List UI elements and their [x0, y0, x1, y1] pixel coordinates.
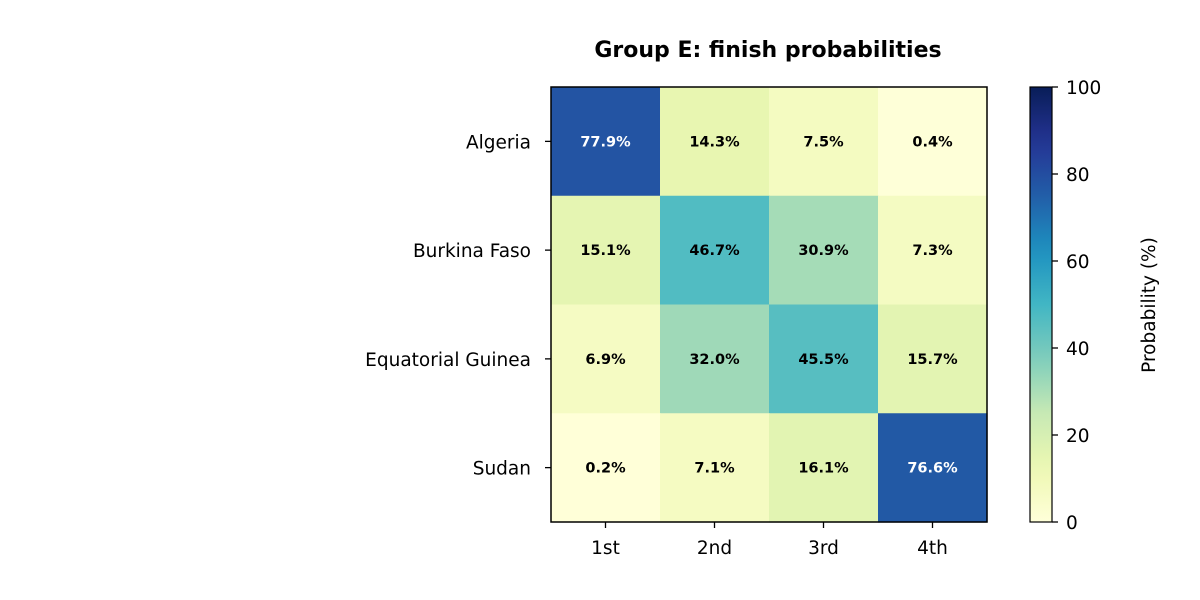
row-tick-label: Sudan [473, 459, 531, 480]
heatmap-cell [769, 87, 879, 197]
cell-value-label: 6.9% [585, 352, 626, 368]
cell-value-label: 7.3% [912, 243, 953, 259]
heatmap-cell [878, 87, 988, 197]
heatmap-cell [660, 87, 770, 197]
heatmap-cell [769, 195, 879, 306]
colorbar [1029, 86, 1053, 523]
column-tick-label: 4th [917, 538, 948, 559]
cell-value-label: 16.1% [798, 461, 849, 477]
column-tick-label: 3rd [808, 538, 839, 559]
heatmap-cell [769, 304, 879, 414]
heatmap-cell [551, 87, 661, 197]
heatmap-cell [769, 413, 879, 523]
heatmap-cell [660, 304, 770, 414]
colorbar-tick-label: 20 [1066, 426, 1090, 447]
chart-title: Group E: finish probabilities [594, 38, 941, 63]
heatmap-cell [551, 304, 661, 414]
heatmap-cells: 77.9% 14.3% 7.5% 0.4% 15.1% 46.7% 30.9% 7.3% 6.9… [551, 87, 988, 523]
plot-frame [550, 86, 988, 523]
heatmap-cell [878, 304, 988, 414]
colorbar-tick-label: 60 [1066, 252, 1090, 273]
heatmap-cell [551, 195, 661, 306]
colorbar-tick-label: 80 [1066, 165, 1090, 186]
heatmap-cell [551, 413, 661, 523]
row-tick-label: Algeria [466, 132, 531, 153]
cell-value-label: 46.7% [689, 243, 740, 259]
row-tick-label: Equatorial Guinea [365, 350, 531, 371]
cell-value-label: 32.0% [689, 352, 740, 368]
colorbar-tick-label: 0 [1066, 513, 1078, 534]
cell-value-label: 30.9% [798, 243, 849, 259]
colorbar-tick-label: 40 [1066, 339, 1090, 360]
cell-value-label: 0.4% [912, 134, 953, 150]
column-tick-label: 1st [591, 538, 620, 559]
cell-value-label: 15.1% [580, 243, 631, 259]
colorbar-tick-label: 100 [1066, 78, 1101, 99]
cell-value-label: 77.9% [580, 134, 631, 150]
heatmap-cell [660, 413, 770, 523]
cell-value-label: 0.2% [585, 461, 626, 477]
cell-value-label: 7.1% [694, 461, 735, 477]
heatmap-cell [878, 195, 988, 306]
row-tick-labels: Algeria Burkina Faso Equatorial Guinea Suda… [365, 132, 551, 480]
colorbar-ticks: 0 20 40 60 80 100 [1052, 78, 1101, 534]
cell-value-label: 45.5% [798, 352, 849, 368]
cell-value-label: 7.5% [803, 134, 844, 150]
cell-value-label: 14.3% [689, 134, 740, 150]
cell-value-label: 15.7% [907, 352, 958, 368]
heatmap-cell [660, 195, 770, 306]
row-tick-label: Burkina Faso [413, 241, 531, 262]
column-tick-label: 2nd [697, 538, 732, 559]
colorbar-label: Probability (%) [1139, 237, 1160, 373]
cell-value-label: 76.6% [907, 461, 958, 477]
column-tick-labels: 1st 2nd 3rd 4th [591, 522, 948, 559]
heatmap-cell [878, 413, 988, 523]
